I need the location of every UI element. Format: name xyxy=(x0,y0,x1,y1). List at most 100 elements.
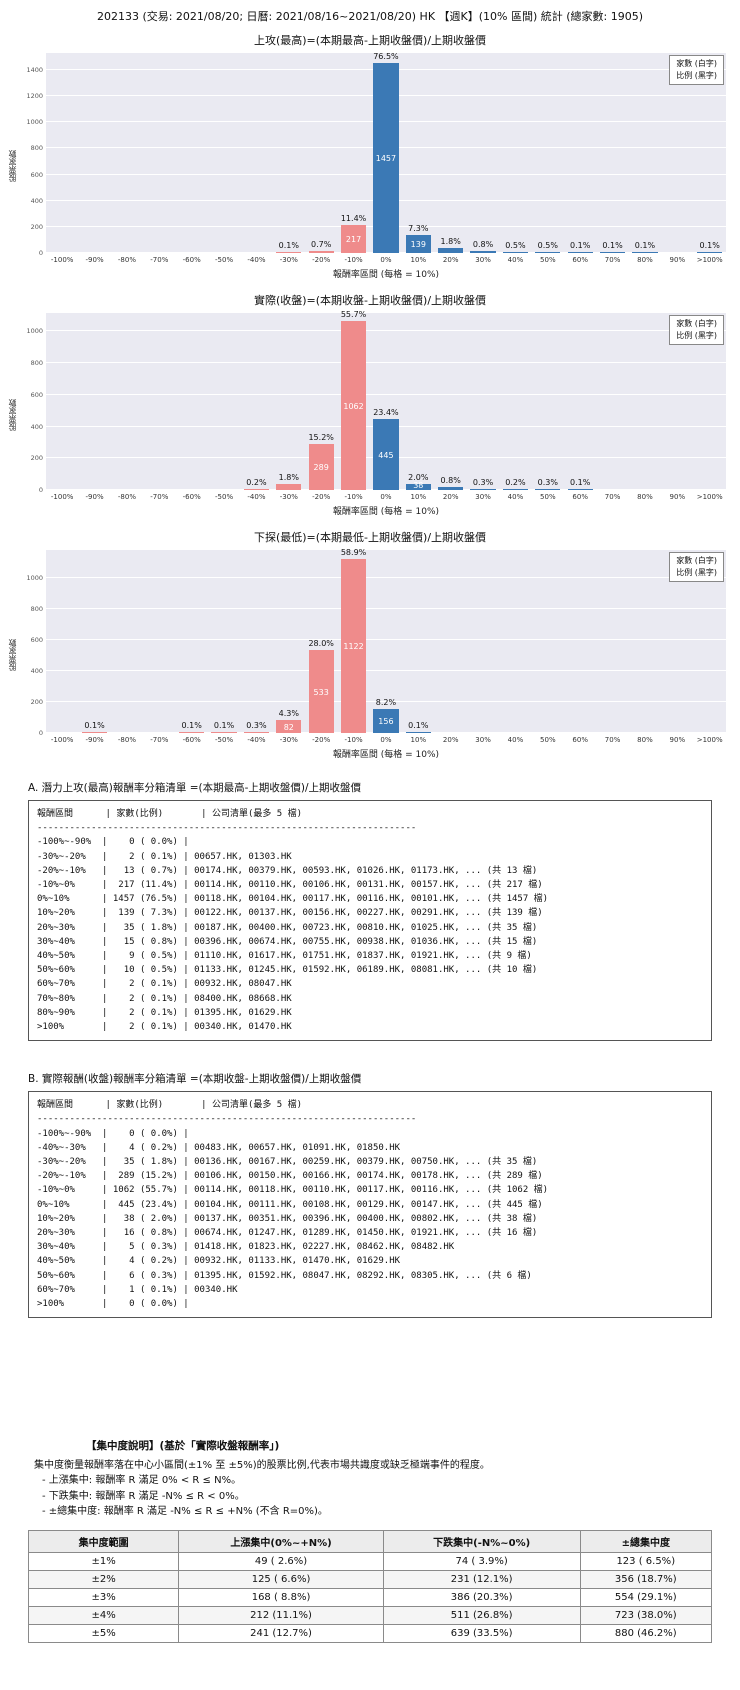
x-tick-label: -90% xyxy=(85,736,104,744)
x-axis-label: 報酬率區間 (每格 = 10%) xyxy=(332,507,440,517)
pct-label: 1.8% xyxy=(440,237,461,247)
y-tick-label: 1200 xyxy=(26,92,43,101)
x-tick-label: -100% xyxy=(50,493,74,501)
bin-slot: 0.1% xyxy=(78,550,110,733)
pct-label: 11.4% xyxy=(340,213,367,223)
list-row: 60%~70% | 1 ( 0.1%) | 00340.HK xyxy=(37,1284,238,1295)
bin-slot: 7.3% 139 xyxy=(402,53,434,253)
bin-slot: 1.8% xyxy=(273,313,305,490)
y-tick-label: 1000 xyxy=(26,327,43,336)
bar--20% xyxy=(308,650,334,733)
concentration-rule-down: - 下跌集中: 報酬率 R 滿足 -N% ≤ R < 0%。 xyxy=(42,1490,245,1502)
list-row: 40%~50% | 9 ( 0.5%) | 01110.HK, 01617.HK… xyxy=(37,951,532,962)
pct-label: 0.5% xyxy=(537,240,558,250)
legend-entry: 比例 (黑字) xyxy=(676,71,717,80)
pct-label: 0.8% xyxy=(440,476,461,486)
bin-slot: 0.1% xyxy=(273,53,305,253)
concentration-table: 集中度範圍 上漲集中(0%~+N%) 下跌集中(-N%~0%) ±總集中度 ±1% 49… xyxy=(27,1529,713,1643)
gridline xyxy=(46,393,726,395)
x-axis-ticks: -100% -90% -80% -70% -60% -50% -40% -30% -20% -10… xyxy=(46,733,726,744)
bin-slot: 55.7% 1062 xyxy=(337,310,369,490)
pct-label: 0.1% xyxy=(278,241,299,250)
bin-slot: 0.1% xyxy=(564,313,596,490)
bin-slot xyxy=(78,313,110,490)
x-tick-label: 80% xyxy=(637,256,653,264)
bin-slot xyxy=(499,550,531,733)
table-cell: 880 (46.2%) xyxy=(579,1623,713,1643)
x-tick-label: -30% xyxy=(279,736,298,744)
bin-slot: 0.3% xyxy=(532,313,564,490)
list-row: -100%~-90% | 0 ( 0.0%) | xyxy=(37,1128,189,1139)
table-cell: 554 (29.1%) xyxy=(579,1587,713,1607)
bin-slot: 4.3% 82 xyxy=(273,550,305,733)
table-row: ±5% 241 (12.7%) 639 (33.5%) 880 (46.2%) xyxy=(27,1623,713,1643)
pct-label: 0.1% xyxy=(699,241,720,250)
x-axis-label: 報酬率區間 (每格 = 10%) xyxy=(332,750,440,760)
bin-slot: 0.2% xyxy=(240,313,272,490)
list-row: 20%~30% | 35 ( 1.8%) | 00187.HK, 00400.H… xyxy=(37,922,538,933)
bar-20% xyxy=(438,248,464,253)
chart-actual-close: 實際(收盤)=(本期收盤-上期收盤價)/上期收盤價 股票家數 家數 (白字) 比例… xyxy=(0,292,740,517)
bar-20% xyxy=(438,487,464,490)
bar-40% xyxy=(502,489,529,490)
x-tick-label: 50% xyxy=(540,736,556,744)
bars-container: 0.1% 0.7% 11.4% 217 76.5% 1457 7.3% 139 1.8% 0.8%… xyxy=(46,52,726,253)
pct-label: 0.5% xyxy=(505,240,526,250)
x-tick-label: 90% xyxy=(669,736,686,744)
x-tick-label: 90% xyxy=(669,493,686,501)
x-tick-label: -80% xyxy=(117,493,136,501)
count-label: 82 xyxy=(283,722,294,732)
bar-40% xyxy=(502,251,529,253)
pct-label: 1.8% xyxy=(278,473,299,483)
list-row: 10%~20% | 38 ( 2.0%) | 00137.HK, 00351.H… xyxy=(37,1213,538,1224)
bar--10% xyxy=(340,559,367,733)
pct-label: 0.1% xyxy=(570,478,591,487)
x-tick-label: -100% xyxy=(50,736,74,744)
concentration-table-body: ±1% 49 ( 2.6%) 74 ( 3.9%) 123 ( 6.5%) ±2% 125… xyxy=(27,1551,713,1643)
x-tick-label: 20% xyxy=(442,493,459,501)
bar-30% xyxy=(470,489,496,490)
x-tick-label: 0% xyxy=(380,736,392,744)
y-tick-label: 0 xyxy=(38,729,43,737)
pct-label: 8.2% xyxy=(375,697,397,707)
bin-slot: 23.4% 445 xyxy=(370,313,402,490)
y-axis-label: 股票家數 xyxy=(8,399,17,431)
y-tick-label: 400 xyxy=(30,196,43,205)
list-separator: ----------------------------------------… xyxy=(37,1114,417,1125)
bar->100% xyxy=(697,252,723,253)
y-tick-label: 200 xyxy=(30,222,43,231)
plot-area: 家數 (白字) 比例 (黑字) 0 200 400 600 800 1000 0.2% 1.8%… xyxy=(26,310,726,494)
bin-slot: 8.2% 156 xyxy=(370,550,402,733)
bin-slot xyxy=(176,53,208,253)
bin-slot: 0.1% xyxy=(694,53,726,253)
count-label: 533 xyxy=(313,687,329,697)
bar--20% xyxy=(308,251,334,253)
table-cell: ±5% xyxy=(27,1623,180,1643)
x-axis-ticks: -100% -90% -80% -70% -60% -50% -40% -30% -20% -10… xyxy=(46,253,726,264)
pct-label: 7.3% xyxy=(408,223,429,233)
chart-upside-high: 上攻(最高)=(本期最高-上期收盤價)/上期收盤價 股票家數 家數 (白字) 比例… xyxy=(0,32,740,280)
count-label: 217 xyxy=(345,234,362,244)
list-row: 80%~90% | 2 ( 0.1%) | 01395.HK, 01629.HK xyxy=(37,1007,292,1018)
list-row: 0%~10% | 445 (23.4%) | 00104.HK, 00111.H… xyxy=(37,1199,543,1210)
section-b-actual-bin-list: B. 實際報酬(收盤)報酬率分箱清單 =(本期收盤-上期收盤價)/上期收盤價 報… xyxy=(28,1071,712,1319)
legend-entry: 比例 (黑字) xyxy=(676,568,717,577)
list-row: -20%~-10% | 289 (15.2%) | 00106.HK, 0015… xyxy=(37,1171,543,1182)
list-row: 60%~70% | 2 ( 0.1%) | 00932.HK, 08047.HK xyxy=(37,979,292,990)
list-separator: ----------------------------------------… xyxy=(37,823,417,834)
list-row: 0%~10% | 1457 (76.5%) | 00118.HK, 00104.… xyxy=(37,894,549,905)
bin-slot xyxy=(629,313,661,490)
bar-0% xyxy=(373,708,399,733)
section-a-upside-bin-list: A. 潛力上攻(最高)報酬率分箱清單 =(本期最高-上期收盤價)/上期收盤價 報… xyxy=(28,780,712,1042)
bar-50% xyxy=(535,489,561,490)
x-tick-label: 60% xyxy=(572,256,588,264)
pct-label: 28.0% xyxy=(308,639,334,649)
pct-label: 0.1% xyxy=(408,721,429,730)
list-row: >100% | 2 ( 0.1%) | 00340.HK, 01470.HK xyxy=(37,1022,292,1033)
bin-slot: 0.1% xyxy=(402,550,434,733)
x-tick-label: 50% xyxy=(540,493,556,501)
legend-entry: 比例 (黑字) xyxy=(676,331,717,340)
bar-10% xyxy=(405,483,431,490)
bin-slot xyxy=(596,313,628,490)
legend-entry: 家數 (白字) xyxy=(676,556,717,565)
